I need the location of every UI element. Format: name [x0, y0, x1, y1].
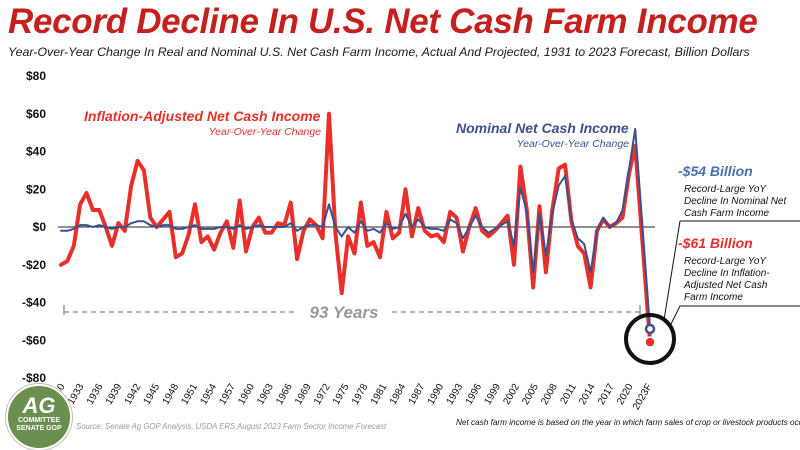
x-tick-label: 1975 — [331, 382, 352, 407]
logo-text-senate-gop: SENATE GOP — [16, 425, 62, 432]
x-tick-label: 1951 — [179, 382, 200, 407]
x-tick-label: 2005 — [520, 382, 541, 407]
x-tick-label: 1969 — [293, 382, 314, 407]
callout-text-inflation-4: Farm Income — [684, 292, 743, 303]
y-tick-label: -$20 — [22, 258, 46, 272]
x-tick-label: 1960 — [236, 382, 257, 407]
x-tick-label: 2017 — [596, 382, 617, 407]
callout-text-inflation-1: Record-Large YoY — [684, 256, 767, 267]
x-tick-label: 1966 — [274, 382, 295, 407]
series-sublabel-inflation-adjusted: Year-Over-Year Change — [209, 126, 321, 138]
x-tick-label: 1990 — [426, 382, 447, 407]
x-tick-label: 1945 — [142, 382, 163, 407]
chart-title: Record Decline In U.S. Net Cash Farm Inc… — [8, 2, 758, 41]
footnote: Net cash farm income is based on the yea… — [456, 418, 800, 427]
callout-value-inflation-adjusted: -$61 Billion — [678, 235, 753, 251]
x-tick-label: 2002 — [501, 382, 522, 407]
x-tick-label: 1957 — [217, 382, 238, 407]
y-tick-label: $0 — [33, 220, 47, 234]
x-tick-label: 2008 — [539, 382, 560, 407]
x-tick-label: 1984 — [388, 382, 409, 407]
x-tick-label: 1999 — [482, 382, 503, 407]
y-tick-label: -$40 — [22, 296, 46, 310]
y-tick-label: $40 — [26, 145, 46, 159]
y-tick-label: $60 — [26, 107, 46, 121]
end-marker-nominal — [644, 323, 656, 335]
y-tick-label: -$80 — [22, 371, 46, 385]
callout-connector-inflation — [669, 305, 681, 327]
series-line-nominal — [60, 127, 651, 330]
x-tick-label: 1981 — [369, 382, 390, 407]
chart-subtitle: Year-Over-Year Change In Real and Nomina… — [8, 45, 750, 59]
x-tick-label: 1993 — [445, 382, 466, 407]
x-tick-label: 1936 — [85, 382, 106, 407]
logo-text-ag: AG — [22, 393, 56, 418]
series-label-inflation-adjusted: Inflation-Adjusted Net Cash Income — [84, 108, 321, 124]
source-note: Source: Senate Ag GOP Analysis, USDA ERS… — [76, 422, 387, 431]
x-tick-label: 1942 — [123, 382, 144, 407]
x-tick-label: 1972 — [312, 382, 333, 407]
series-sublabel-nominal: Year-Over-Year Change — [517, 138, 629, 150]
callout-text-inflation-2: Decline In Inflation- — [684, 268, 770, 279]
x-tick-label: 1996 — [464, 382, 485, 407]
y-axis-labels: $80 $60 $40 $20 $0 -$20 -$40 -$60 -$80 — [22, 69, 46, 385]
span-label: 93 Years — [309, 303, 378, 322]
x-tick-label: 1987 — [407, 382, 428, 407]
callout-text-nominal-3: Cash Farm Income — [684, 208, 769, 219]
x-tick-label: 2023F — [631, 382, 655, 412]
x-tick-label: 1978 — [350, 382, 371, 407]
y-tick-label: -$60 — [22, 333, 46, 347]
logo-text-committee: COMMITTEE — [18, 417, 60, 424]
x-tick-label: 1939 — [104, 382, 125, 407]
end-marker-inflation-adjusted — [644, 336, 656, 348]
callout-value-nominal: -$54 Billion — [678, 163, 753, 179]
highlight-circle — [624, 313, 676, 365]
x-tick-label: 2014 — [577, 382, 598, 407]
callout-connector-nominal — [663, 220, 681, 321]
y-tick-label: $20 — [26, 182, 46, 196]
x-tick-label: 2011 — [559, 382, 579, 407]
callout-text-nominal-2: Decline In Nominal Net — [684, 196, 787, 207]
x-tick-label: 1954 — [198, 382, 219, 407]
y-tick-label: $80 — [26, 69, 46, 83]
ag-committee-logo: AG COMMITTEE SENATE GOP — [6, 384, 72, 450]
series-label-nominal: Nominal Net Cash Income — [456, 120, 629, 136]
callout-text-inflation-3: Adjusted Net Cash — [683, 280, 768, 291]
x-tick-label: 1963 — [255, 382, 276, 407]
x-axis-labels: 1930193319361939194219451948195119541957… — [47, 382, 655, 412]
callout-text-nominal-1: Record-Large YoY — [684, 184, 767, 195]
x-tick-label: 1948 — [161, 382, 182, 407]
